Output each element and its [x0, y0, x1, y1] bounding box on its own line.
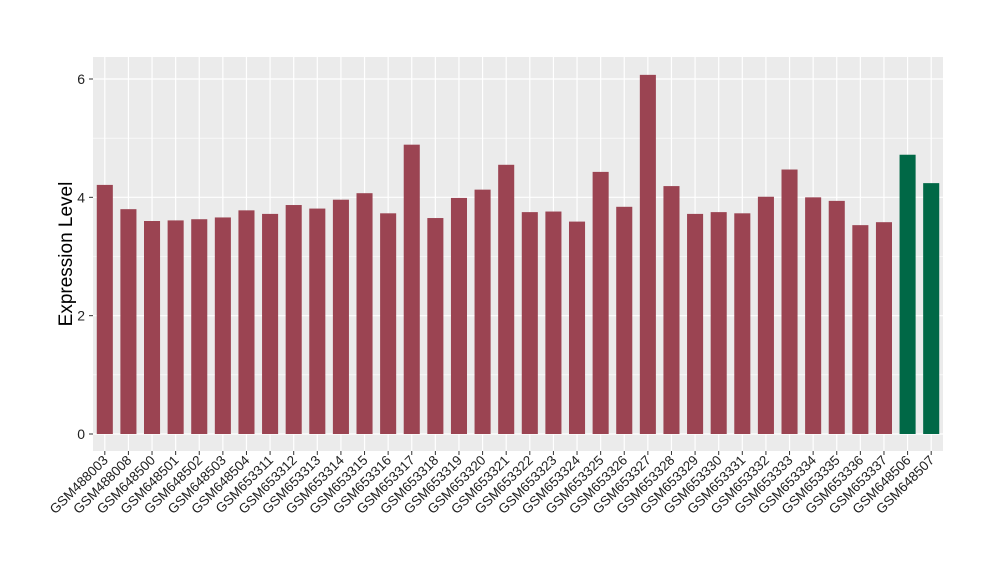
- bar: [569, 221, 586, 434]
- bar: [923, 183, 940, 434]
- bar: [639, 74, 656, 434]
- bar: [663, 186, 680, 434]
- bar: [167, 220, 184, 434]
- bar: [899, 154, 916, 434]
- bar: [380, 213, 397, 434]
- bar: [734, 213, 751, 434]
- bar: [356, 193, 373, 434]
- bar: [616, 206, 633, 434]
- y-axis: 0 2 4 6: [77, 71, 93, 442]
- bar: [191, 219, 208, 434]
- bar: [592, 171, 609, 434]
- bar: [450, 197, 467, 434]
- bar: [427, 218, 444, 434]
- bar: [474, 189, 491, 434]
- bar: [687, 213, 704, 434]
- bar: [403, 144, 420, 435]
- bar: [852, 225, 869, 434]
- bar: [238, 210, 255, 434]
- bar: [144, 221, 161, 434]
- bar: [781, 169, 798, 434]
- bar: [545, 211, 562, 434]
- x-axis: GSM488003GSM488008GSM648500GSM648501GSM6…: [47, 451, 937, 517]
- bar: [120, 209, 137, 434]
- bar: [710, 212, 727, 434]
- bars: [96, 74, 940, 435]
- plot-panel: [93, 57, 943, 451]
- bar: [521, 212, 538, 434]
- y-axis-label: Expression Level: [56, 182, 77, 327]
- bar: [96, 184, 113, 434]
- y-tick-label: 4: [77, 189, 85, 205]
- bar: [757, 196, 774, 434]
- y-tick-label: 0: [77, 426, 85, 442]
- y-tick-label: 6: [77, 71, 85, 87]
- bar: [332, 199, 349, 434]
- bar: [498, 164, 515, 434]
- bar: [805, 197, 822, 434]
- bar: [828, 200, 845, 434]
- bar: [285, 205, 302, 434]
- bar: [262, 213, 279, 434]
- bar: [214, 217, 231, 434]
- minor-gridlines: [93, 137, 943, 376]
- bar: [309, 208, 326, 434]
- bar: [875, 222, 892, 434]
- y-tick-label: 2: [77, 308, 85, 324]
